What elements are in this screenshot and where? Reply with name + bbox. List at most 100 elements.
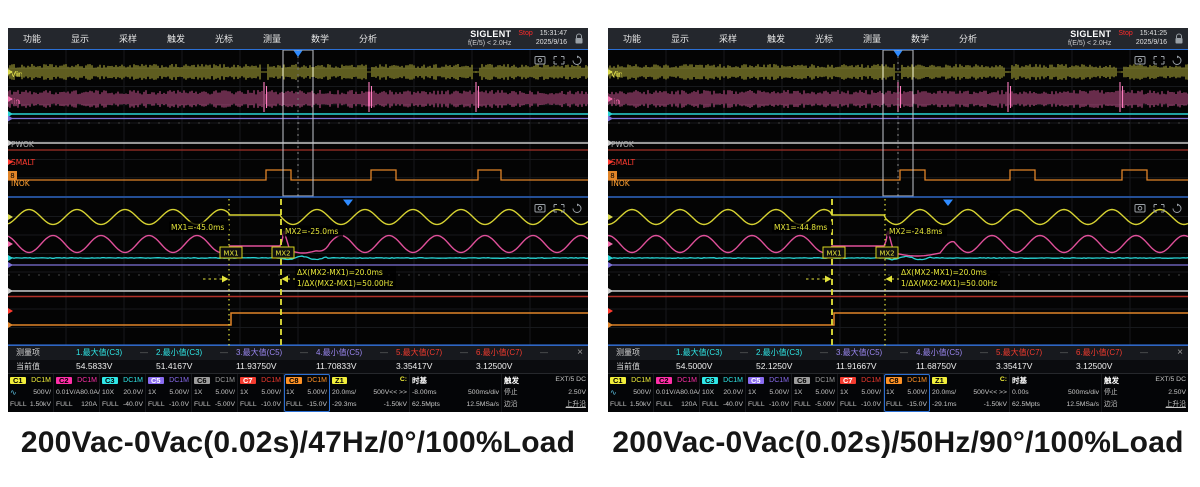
mx1-tag-box[interactable] xyxy=(219,246,243,259)
trigger-delay-marker[interactable] xyxy=(943,199,953,207)
measure-item-name[interactable]: 3.最大值(C5) xyxy=(236,348,283,358)
menu-item[interactable]: 光标 xyxy=(814,34,833,44)
zoom-block[interactable]: Z1 C: 20.0ms/500V<< >> -29.3ms -1.50kV xyxy=(330,374,410,412)
zoom-window-marker[interactable] xyxy=(293,50,303,58)
menu-item[interactable]: 采样 xyxy=(718,34,737,44)
channel-block-c3[interactable]: C3 DC1M 10X 20.0V/FULL -40.0V xyxy=(700,374,746,412)
channel-bandwidth: FULL xyxy=(610,401,627,409)
channel-block-c8[interactable]: C8 DC1M 1X 5.00V/FULL -15.0V xyxy=(884,374,930,412)
channel-badge[interactable]: C5 xyxy=(748,377,764,385)
measure-item-name[interactable]: 6.最小值(C7) xyxy=(476,348,523,358)
trigger-level: 2.50V xyxy=(1168,388,1186,396)
trigger-block[interactable]: 触发 EXT/5 DC 停止 2.50V 边沿 上升沿 xyxy=(502,374,588,412)
c3-trace-zoom xyxy=(608,255,1188,261)
cursor-scale[interactable]: 500V<< >> xyxy=(973,388,1007,396)
channel-badge[interactable]: C5 xyxy=(148,377,164,385)
menu-item[interactable]: 数学 xyxy=(910,34,929,44)
measure-item-name[interactable]: 6.最小值(C7) xyxy=(1076,348,1123,358)
channel-block-c1[interactable]: C1 DC1M ∿ 500V/FULL 1.50kV xyxy=(608,374,654,412)
lock-icon[interactable] xyxy=(1174,33,1184,45)
channel-block-c2[interactable]: C2 DC1M 0.01V/A 80.0A/FULL 120A xyxy=(654,374,700,412)
refresh-icon[interactable] xyxy=(1172,55,1182,65)
acquisition-status[interactable]: Stop xyxy=(1118,29,1133,37)
channel-badge[interactable]: C7 xyxy=(240,377,256,385)
fullscreen-icon[interactable] xyxy=(553,56,565,65)
measure-item-name[interactable]: 3.最大值(C5) xyxy=(836,348,883,358)
measure-item-name[interactable]: 4.最小值(C5) xyxy=(316,348,363,358)
z1-badge[interactable]: Z1 xyxy=(932,377,947,385)
menu-item[interactable]: 光标 xyxy=(214,34,233,44)
channel-badge[interactable]: C6 xyxy=(794,377,810,385)
waveform-display[interactable]: 8 Vin Iin PWOK SMALT INOK MX1=-44.8ms MX2=-24.8… xyxy=(608,50,1188,346)
menu-item[interactable]: 触发 xyxy=(766,34,785,44)
close-icon[interactable]: × xyxy=(1177,347,1183,359)
trigger-block[interactable]: 触发 EXT/5 DC 停止 2.50V 边沿 上升沿 xyxy=(1102,374,1188,412)
channel-block-c7[interactable]: C7 DC1M 1X 5.00V/FULL -10.0V xyxy=(238,374,284,412)
fullscreen-icon[interactable] xyxy=(1153,56,1165,65)
zoom-window-marker[interactable] xyxy=(893,50,903,58)
menu-item[interactable]: 触发 xyxy=(166,34,185,44)
timebase-block[interactable]: 时基 0.00s 500ms/div 62.5Mpts 12.5MSa/s xyxy=(1010,374,1102,412)
channel-block-c7[interactable]: C7 DC1M 1X 5.00V/FULL -10.0V xyxy=(838,374,884,412)
channel-block-c2[interactable]: C2 DC1M 0.01V/A 80.0A/FULL 120A xyxy=(54,374,100,412)
measure-item-name[interactable]: 2.最小值(C3) xyxy=(156,348,203,358)
mx2-tag-box[interactable] xyxy=(271,246,295,259)
trigger-slope[interactable]: 上升沿 xyxy=(565,401,586,409)
menu-item[interactable]: 功能 xyxy=(622,34,641,44)
channel-block-c1[interactable]: C1 DC1M ∿ 500V/FULL 1.50kV xyxy=(8,374,54,412)
screenshot-icon[interactable] xyxy=(534,56,546,65)
acquisition-status[interactable]: Stop xyxy=(518,29,533,37)
channel-badge[interactable]: C7 xyxy=(840,377,856,385)
mx2-tag-box[interactable] xyxy=(875,246,899,259)
measure-item-name[interactable]: 2.最小值(C3) xyxy=(756,348,803,358)
z1-badge[interactable]: Z1 xyxy=(332,377,347,385)
menu-item[interactable]: 测量 xyxy=(262,34,281,44)
close-icon[interactable]: × xyxy=(577,347,583,359)
timebase-block[interactable]: 时基 -8.00ms 500ms/div 62.5Mpts 12.5MSa/s xyxy=(410,374,502,412)
channel-block-c5[interactable]: C5 DC1M 1X 5.00V/FULL -10.0V xyxy=(746,374,792,412)
menu-item[interactable]: 显示 xyxy=(670,34,689,44)
lock-icon[interactable] xyxy=(574,33,584,45)
channel-block-c3[interactable]: C3 DC1M 10X 20.0V/FULL -40.0V xyxy=(100,374,146,412)
menu-item[interactable]: 功能 xyxy=(22,34,41,44)
menu-item[interactable]: 数学 xyxy=(310,34,329,44)
channel-badge[interactable]: C8 xyxy=(886,377,902,385)
channel-block-c8[interactable]: C8 DC1M 1X 5.00V/FULL -15.0V xyxy=(284,374,330,412)
channel-badge[interactable]: C8 xyxy=(286,377,302,385)
screenshot-icon[interactable] xyxy=(1134,204,1146,213)
cursor-scale[interactable]: 500V<< >> xyxy=(373,388,407,396)
menu-item[interactable]: 显示 xyxy=(70,34,89,44)
measure-item-name[interactable]: 5.最大值(C7) xyxy=(996,348,1043,358)
channel-badge[interactable]: C3 xyxy=(702,377,718,385)
channel-block-c5[interactable]: C5 DC1M 1X 5.00V/FULL -10.0V xyxy=(146,374,192,412)
channel-block-c6[interactable]: C6 DC1M 1X 5.00V/FULL -5.00V xyxy=(192,374,238,412)
menu-item[interactable]: 分析 xyxy=(358,34,377,44)
channel-badge[interactable]: C1 xyxy=(10,377,26,385)
channel-badge[interactable]: C6 xyxy=(194,377,210,385)
channel-badge[interactable]: C3 xyxy=(102,377,118,385)
menu-item[interactable]: 测量 xyxy=(862,34,881,44)
date: 2025/9/16 xyxy=(1135,38,1167,46)
channel-block-c6[interactable]: C6 DC1M 1X 5.00V/FULL -5.00V xyxy=(792,374,838,412)
menu-item[interactable]: 分析 xyxy=(958,34,977,44)
trigger-slope[interactable]: 上升沿 xyxy=(1165,401,1186,409)
refresh-icon[interactable] xyxy=(572,55,582,65)
measure-item-name[interactable]: 5.最大值(C7) xyxy=(396,348,443,358)
screenshot-icon[interactable] xyxy=(534,204,546,213)
mx1-tag-box[interactable] xyxy=(822,246,846,259)
channel-badge[interactable]: C2 xyxy=(56,377,72,385)
channel-badge[interactable]: C2 xyxy=(656,377,672,385)
measure-item-name[interactable]: 1.最大值(C3) xyxy=(76,348,123,358)
refresh-icon[interactable] xyxy=(1172,203,1182,213)
zoom-block[interactable]: Z1 C: 20.0ms/500V<< >> -29.1ms -1.50kV xyxy=(930,374,1010,412)
waveform-display[interactable]: 8 Vin Iin PWOK SMALT INOK MX1=-45.0ms MX2=-25.0… xyxy=(8,50,588,346)
measure-item-name[interactable]: 1.最大值(C3) xyxy=(676,348,723,358)
screenshot-icon[interactable] xyxy=(1134,56,1146,65)
measure-item-name[interactable]: 4.最小值(C5) xyxy=(916,348,963,358)
fullscreen-icon[interactable] xyxy=(1153,204,1165,213)
channel-badge[interactable]: C1 xyxy=(610,377,626,385)
refresh-icon[interactable] xyxy=(572,203,582,213)
fullscreen-icon[interactable] xyxy=(553,204,565,213)
trigger-delay-marker[interactable] xyxy=(343,199,353,207)
menu-item[interactable]: 采样 xyxy=(118,34,137,44)
